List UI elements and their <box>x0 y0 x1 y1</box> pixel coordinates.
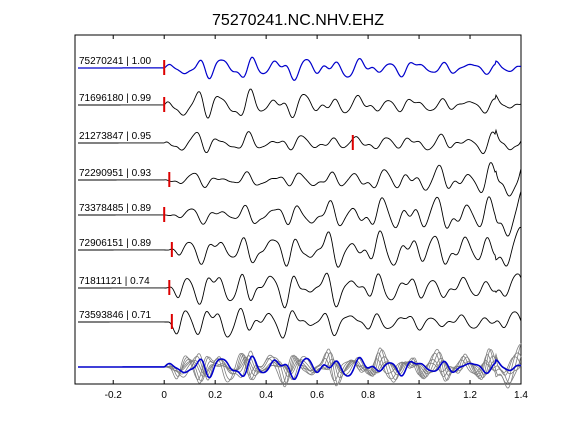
plot-frame <box>74 34 522 385</box>
x-axis: -0.2 0 0.2 0.4 0.6 0.8 1 1.2 1.4 <box>105 35 528 401</box>
x-tick-label: 0.2 <box>208 390 222 401</box>
trace-label: 72290951 | 0.93 <box>79 168 152 179</box>
stack-row <box>78 343 522 389</box>
trace-row: 72906151 | 0.89 <box>78 226 522 268</box>
trace-line <box>78 226 522 268</box>
trace-label: 73378485 | 0.89 <box>79 203 152 214</box>
trace-line <box>78 128 522 155</box>
trace-label: 72906151 | 0.89 <box>79 238 152 249</box>
trace-line <box>78 88 522 119</box>
trace-row: 73593846 | 0.71 <box>78 307 522 339</box>
traces-group: 75270241 | 1.00 71696180 | 0.99 21273847 |… <box>78 56 522 389</box>
trace-line <box>78 191 522 237</box>
x-tick-label: 1 <box>416 390 422 401</box>
trace-row: 72290951 | 0.93 <box>78 161 522 197</box>
chart-title: 75270241.NC.NHV.EHZ <box>212 12 384 29</box>
trace-label: 71696180 | 0.99 <box>79 93 152 104</box>
stack-reference-line <box>78 355 522 381</box>
trace-label: 73593846 | 0.71 <box>79 310 152 321</box>
x-tick-label: 1.4 <box>514 390 528 401</box>
trace-row: 75270241 | 1.00 <box>78 56 522 81</box>
x-tick-label: 0.6 <box>310 390 324 401</box>
stack-trace-line <box>78 343 522 385</box>
trace-line <box>78 161 522 197</box>
trace-row: 71696180 | 0.99 <box>78 88 522 119</box>
trace-row: 71811121 | 0.74 <box>78 272 522 309</box>
trace-label: 71811121 | 0.74 <box>79 276 150 287</box>
x-tick-label: 0 <box>161 390 167 401</box>
trace-label: 21273847 | 0.95 <box>79 131 152 142</box>
x-tick-label: 0.4 <box>259 390 273 401</box>
x-tick-label: 0.8 <box>361 390 375 401</box>
trace-line <box>78 272 522 309</box>
trace-line <box>78 307 522 339</box>
x-tick-label: -0.2 <box>105 390 123 401</box>
x-tick-label: 1.2 <box>463 390 477 401</box>
trace-row: 21273847 | 0.95 <box>78 128 522 155</box>
trace-row: 73378485 | 0.89 <box>78 191 522 237</box>
trace-line <box>78 56 522 81</box>
trace-label: 75270241 | 1.00 <box>79 56 152 67</box>
